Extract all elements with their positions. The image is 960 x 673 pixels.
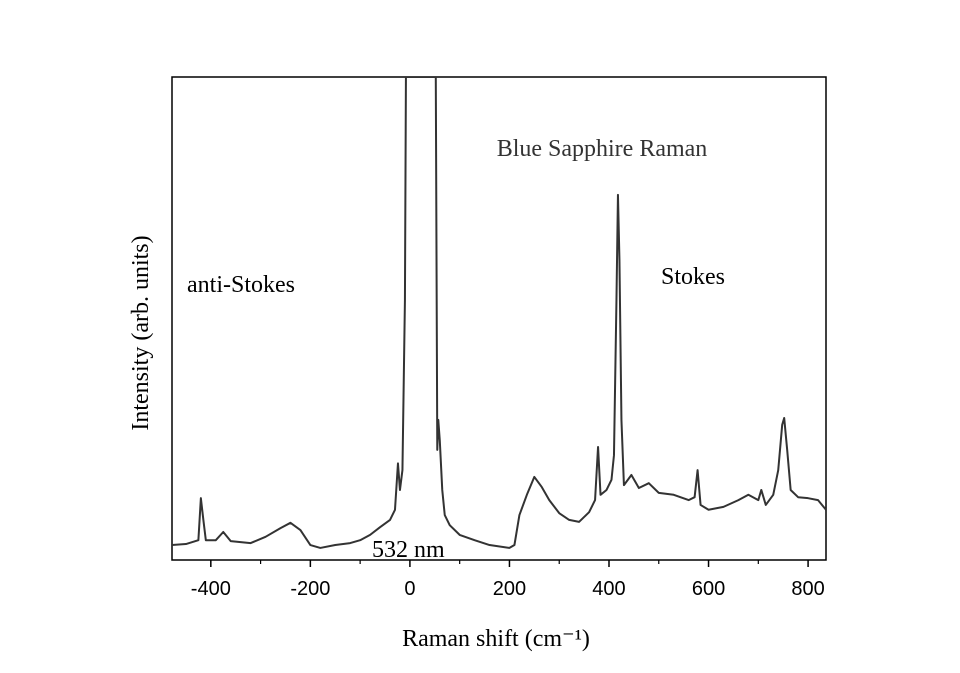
x-tick-label: 0 <box>404 578 415 600</box>
x-tick-label: 800 <box>791 578 824 600</box>
x-tick-label: -400 <box>191 578 231 600</box>
x-tick-label: -200 <box>290 578 330 600</box>
x-tick-label: 400 <box>592 578 625 600</box>
annotation: 532 nm <box>372 537 445 563</box>
chart-title: Blue Sapphire Raman <box>497 136 708 162</box>
spectrum-line <box>172 77 826 549</box>
annotation: anti-Stokes <box>187 272 295 298</box>
annotation: Stokes <box>661 264 725 290</box>
y-axis-label: Intensity (arb. units) <box>128 235 154 430</box>
x-tick-label: 200 <box>493 578 526 600</box>
x-axis-label: Raman shift (cm⁻¹) <box>402 626 590 652</box>
plot-frame <box>171 76 827 561</box>
x-tick-label: 600 <box>692 578 725 600</box>
